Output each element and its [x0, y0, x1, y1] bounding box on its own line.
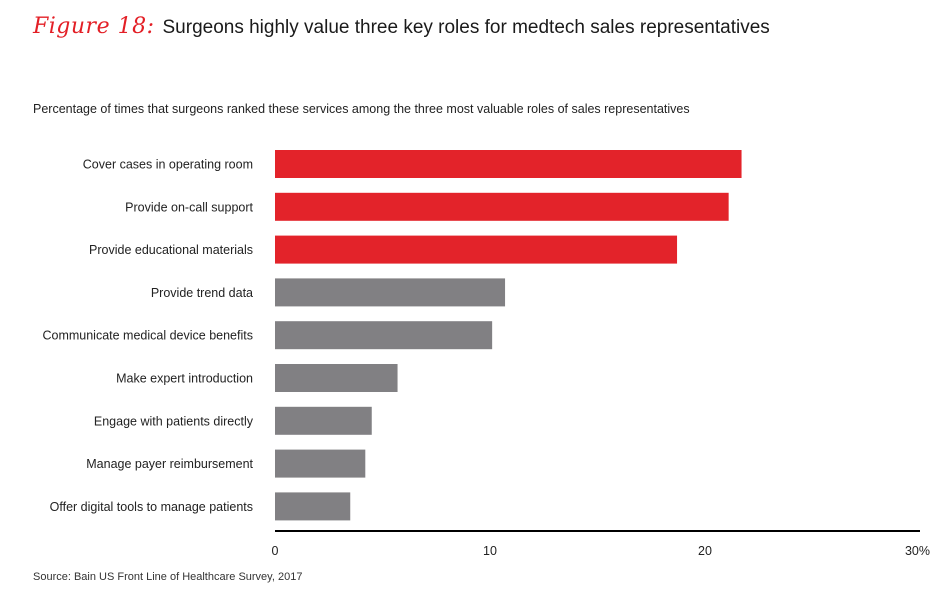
bar	[275, 364, 398, 392]
category-label: Provide trend data	[151, 286, 253, 300]
chart-subtitle: Percentage of times that surgeons ranked…	[33, 102, 690, 116]
x-tick-label: 10	[483, 544, 497, 558]
category-label: Engage with patients directly	[94, 414, 254, 428]
figure-title: Surgeons highly value three key roles fo…	[162, 17, 770, 38]
bar	[275, 321, 493, 350]
x-tick-label: 0	[272, 544, 279, 558]
figure-header: Figure 18: Surgeons highly value three k…	[33, 14, 770, 44]
bar	[275, 150, 742, 178]
category-label: Make expert introduction	[116, 372, 253, 386]
category-label: Communicate medical device benefits	[42, 329, 253, 343]
bar	[275, 278, 506, 307]
figure-number: Figure 18:	[33, 14, 155, 39]
category-label: Manage payer reimbursement	[86, 457, 253, 471]
bar	[275, 449, 366, 478]
category-label: Provide educational materials	[89, 243, 253, 257]
category-label: Cover cases in operating room	[83, 158, 253, 172]
bar	[275, 192, 729, 221]
category-label: Offer digital tools to manage patients	[50, 500, 253, 514]
category-label: Provide on-call support	[125, 200, 253, 214]
bar	[275, 406, 372, 435]
bar	[275, 235, 678, 264]
x-tick-label: 20	[698, 544, 712, 558]
source-note: Source: Bain US Front Line of Healthcare…	[33, 571, 303, 583]
bar	[275, 492, 351, 521]
x-tick-label: 30%	[905, 544, 930, 558]
